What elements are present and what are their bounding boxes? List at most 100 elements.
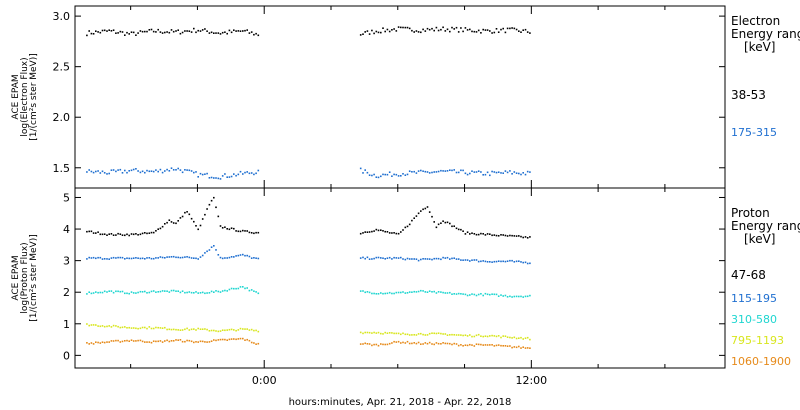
proton-point	[186, 256, 188, 258]
proton-point	[213, 196, 215, 199]
proton-point	[380, 343, 382, 345]
proton-point	[110, 340, 113, 342]
proton-point	[455, 227, 458, 230]
proton-point	[148, 326, 151, 328]
proton-point	[426, 206, 429, 208]
proton-point	[190, 291, 193, 294]
electron-point	[103, 29, 106, 32]
electron-point	[128, 33, 130, 35]
electron-point	[449, 169, 451, 171]
proton-point	[424, 342, 427, 344]
proton-point	[168, 340, 171, 343]
proton-point	[482, 233, 484, 235]
electron-point	[433, 171, 435, 173]
proton-point	[144, 341, 146, 343]
proton-point	[121, 256, 124, 259]
electron-point	[128, 170, 130, 172]
proton-point	[155, 257, 157, 259]
proton-point	[460, 228, 462, 231]
electron-point	[230, 31, 233, 34]
electron-point	[408, 170, 411, 172]
proton-point	[108, 290, 110, 292]
proton-point	[179, 329, 182, 331]
proton-point	[444, 333, 447, 335]
proton-point	[391, 292, 393, 295]
proton-point	[213, 329, 215, 332]
proton-point	[506, 336, 509, 338]
proton-point	[99, 291, 102, 294]
proton-point	[119, 341, 122, 343]
proton-point	[121, 340, 124, 343]
electron-point	[462, 169, 464, 172]
proton-point	[408, 291, 411, 293]
electron-point	[219, 178, 222, 180]
proton-point	[382, 292, 384, 295]
electron-point	[518, 30, 520, 32]
proton-point	[495, 344, 498, 347]
proton-point	[404, 333, 407, 336]
proton-point	[524, 347, 527, 349]
electron-point	[117, 169, 119, 171]
electron-point	[197, 29, 199, 32]
electron-legend-title-1: Electron	[731, 14, 780, 28]
electron-point	[130, 169, 133, 172]
proton-point	[215, 339, 217, 342]
proton-point	[155, 291, 157, 293]
proton-point	[524, 261, 527, 264]
proton-point	[457, 292, 460, 295]
electron-point	[368, 174, 371, 176]
proton-point	[117, 339, 119, 342]
proton-point	[88, 291, 90, 293]
proton-point	[420, 258, 422, 261]
proton-point	[86, 258, 88, 260]
proton-point	[406, 292, 409, 294]
proton-point	[201, 218, 204, 220]
proton-point	[148, 291, 151, 294]
proton-point	[513, 295, 516, 298]
proton-point	[417, 290, 420, 293]
electron-point	[453, 28, 455, 30]
electron-series-175-315	[86, 167, 531, 180]
proton-point	[362, 256, 364, 259]
proton-point	[117, 290, 119, 293]
electron-point	[449, 30, 451, 33]
electron-point	[464, 27, 467, 29]
proton-point	[455, 293, 458, 295]
electron-point	[484, 29, 487, 31]
electron-point	[242, 173, 244, 175]
proton-point	[124, 292, 126, 295]
proton-point	[444, 292, 447, 294]
proton-point	[511, 234, 513, 237]
electron-point	[497, 31, 500, 33]
electron-point	[195, 171, 197, 173]
proton-point	[177, 220, 179, 222]
proton-point	[95, 257, 97, 260]
proton-point	[230, 287, 233, 290]
electron-point	[433, 29, 435, 32]
electron-point	[170, 29, 173, 31]
proton-point	[201, 254, 204, 257]
proton-point	[132, 292, 135, 294]
proton-point	[451, 293, 453, 295]
proton-point	[219, 338, 222, 341]
electron-point	[221, 31, 224, 34]
electron-point	[108, 172, 110, 175]
electron-point	[215, 177, 217, 179]
proton-point	[248, 329, 251, 331]
proton-point	[526, 237, 529, 239]
electron-point	[359, 167, 362, 170]
electron-point	[480, 171, 482, 173]
proton-point	[377, 331, 380, 334]
proton-point	[422, 290, 424, 292]
electron-point	[253, 33, 255, 36]
electron-point	[157, 28, 159, 31]
proton-point	[433, 257, 435, 260]
electron-point	[375, 30, 378, 33]
proton-point	[375, 293, 378, 295]
electron-point	[402, 173, 404, 175]
proton-point	[524, 337, 527, 339]
electron-point	[518, 172, 520, 175]
proton-point	[482, 344, 484, 346]
electron-point	[466, 29, 469, 31]
electron-point	[440, 28, 442, 31]
